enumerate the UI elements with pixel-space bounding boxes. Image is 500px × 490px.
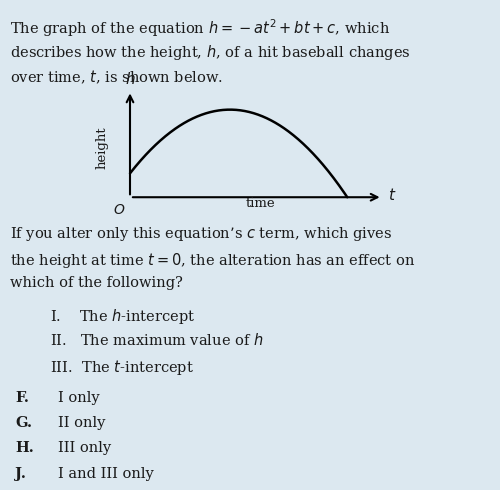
Text: F.: F.	[15, 391, 29, 405]
Text: I.    The $h$-intercept: I. The $h$-intercept	[50, 307, 196, 326]
Text: I only: I only	[58, 391, 99, 405]
Text: III only: III only	[58, 441, 110, 456]
Text: III.  The $t$-intercept: III. The $t$-intercept	[50, 358, 194, 377]
Text: G.: G.	[15, 416, 32, 430]
Text: The graph of the equation $h = -at^2 + bt + c$, which: The graph of the equation $h = -at^2 + b…	[10, 17, 390, 39]
Text: over time, $t$, is shown below.: over time, $t$, is shown below.	[10, 68, 223, 86]
Text: $h$: $h$	[124, 72, 136, 87]
Text: II only: II only	[58, 416, 105, 430]
Text: I and III only: I and III only	[58, 467, 153, 481]
Text: If you alter only this equation’s $c$ term, which gives: If you alter only this equation’s $c$ te…	[10, 225, 392, 244]
Text: describes how the height, $h$, of a hit baseball changes: describes how the height, $h$, of a hit …	[10, 43, 410, 62]
Text: $O$: $O$	[113, 203, 125, 217]
Text: which of the following?: which of the following?	[10, 276, 183, 291]
Text: time: time	[245, 197, 275, 210]
Text: the height at time $t = 0$, the alteration has an effect on: the height at time $t = 0$, the alterati…	[10, 251, 416, 270]
Text: II.   The maximum value of $h$: II. The maximum value of $h$	[50, 332, 264, 348]
Text: $t$: $t$	[388, 187, 396, 203]
Text: height: height	[96, 127, 109, 170]
Text: J.: J.	[15, 467, 26, 481]
Text: H.: H.	[15, 441, 34, 456]
